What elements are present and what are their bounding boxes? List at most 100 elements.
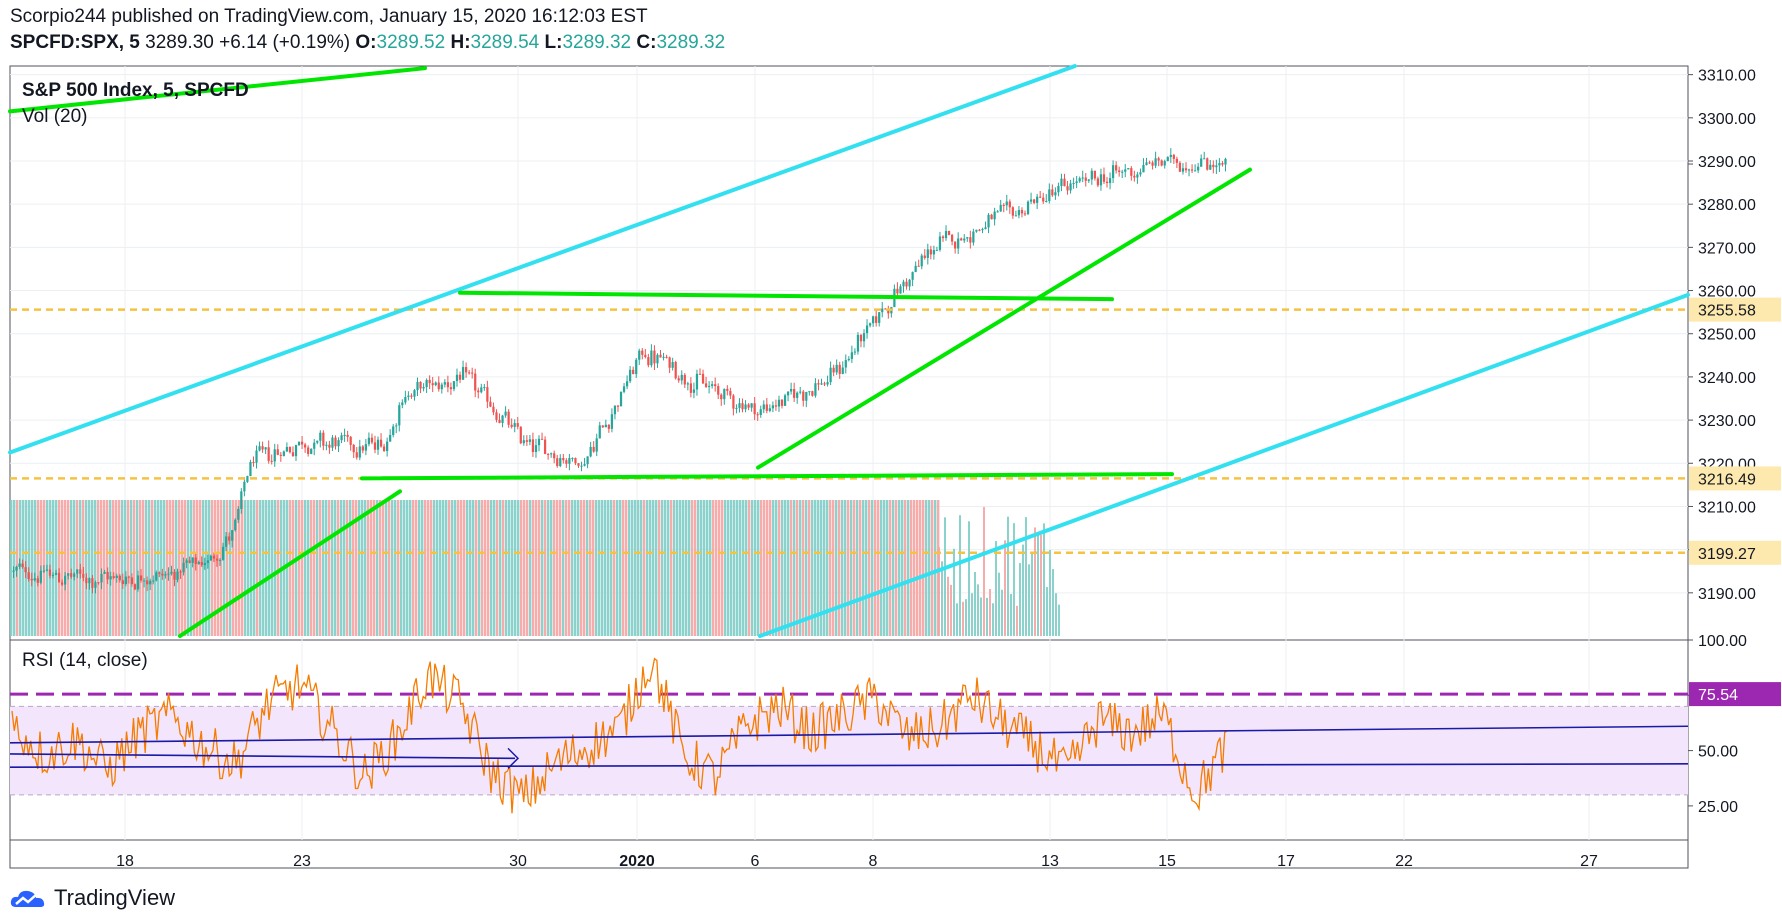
volume-bar [304,500,307,636]
volume-bar [319,500,322,636]
candle-body [103,571,106,574]
candle-body [130,577,134,585]
tradingview-logo[interactable]: TradingView [10,885,175,911]
volume-bar [208,500,211,636]
candle-body [218,559,222,561]
candle-body [902,281,905,287]
candle-body [246,476,249,482]
volume-bar [1031,551,1033,636]
candle-body [990,214,993,220]
volume-bar [550,500,553,636]
candle-body [1139,172,1142,175]
volume-bar [968,521,970,636]
candle-body [543,439,547,454]
candle-body [398,405,401,426]
y-tick-label: 3240.00 [1698,370,1756,387]
candle-body [42,570,46,572]
volume-bar [355,500,358,636]
volume-bar [112,500,115,636]
candle-body [255,450,258,463]
candle-body [100,573,103,583]
volume-bar [880,500,883,636]
volume-bar [832,500,835,636]
volume-bar [289,500,292,636]
volume-bar [691,500,694,636]
candle-body [1081,177,1084,179]
volume-bar [448,500,451,636]
candle-body [966,237,969,239]
y-tick-label: 3210.00 [1698,499,1756,516]
candle-body [668,357,671,368]
candle-body [616,405,620,407]
candle-body [817,383,820,385]
volume-bar [916,500,919,636]
trendline-lower-left [178,489,402,638]
rsi-tick-label: 100.00 [1698,633,1747,650]
volume-bar [856,500,859,636]
candle-body [501,415,504,423]
volume-bar [571,500,574,636]
y-tick-label: 3260.00 [1698,284,1756,301]
candle-body [440,384,443,390]
candle-body [1005,201,1008,206]
candle-body [868,323,872,326]
volume-bar [253,500,256,636]
volume-bar [127,500,130,636]
low-label: L: [544,32,563,53]
candle-body [771,405,775,409]
candle-body [1190,169,1194,171]
arrow-head-icon [507,747,520,769]
candle-body [443,382,446,385]
candle-body [847,358,850,361]
volume-bar [22,500,25,636]
candle-body [562,458,565,461]
candle-body [1072,183,1075,185]
candle-body [1203,158,1206,160]
candle-body [1224,158,1227,165]
volume-bar [67,500,70,636]
cloud-icon [10,890,45,907]
volume-bar [187,500,190,636]
volume-bar [151,500,154,636]
candle-body [656,354,659,364]
volume-bar [445,500,448,636]
volume-bar [460,500,463,636]
candles [12,148,1227,594]
volume-bar [514,500,517,636]
volume-bar [736,500,739,636]
candle-body [1051,189,1054,196]
volume-bar [490,500,493,636]
candle-body [480,387,483,393]
volume-bar [292,500,295,636]
candle-body [486,387,489,402]
volume-bar [265,500,268,636]
volume-bar [700,500,703,636]
main-legend: S&P 500 Index, 5, SPCFD [22,80,249,101]
candle-body [79,569,82,574]
volume-bar [301,500,304,636]
candle-body [112,576,115,578]
candle-body [337,440,340,447]
candle-body [1145,162,1148,165]
volume-bar [484,500,487,636]
candle-body [121,580,124,585]
candle-body [146,580,149,585]
volume-bar [328,500,331,636]
y-tick-label: 3250.00 [1698,327,1756,344]
volume-bar [322,500,325,636]
candle-body [313,442,316,449]
candle-body [225,536,228,547]
candle-body [674,361,677,379]
candle-body [152,580,155,582]
volume-bar [965,599,967,636]
volume-bar [907,500,910,636]
candle-body [1121,171,1124,173]
candle-body [197,561,200,564]
candle-body [1151,162,1154,166]
candle-body [136,575,140,590]
last-price: 3289.30 [145,32,214,53]
candle-body [252,462,255,464]
candle-body [1017,210,1021,216]
candle-body [1084,177,1087,181]
